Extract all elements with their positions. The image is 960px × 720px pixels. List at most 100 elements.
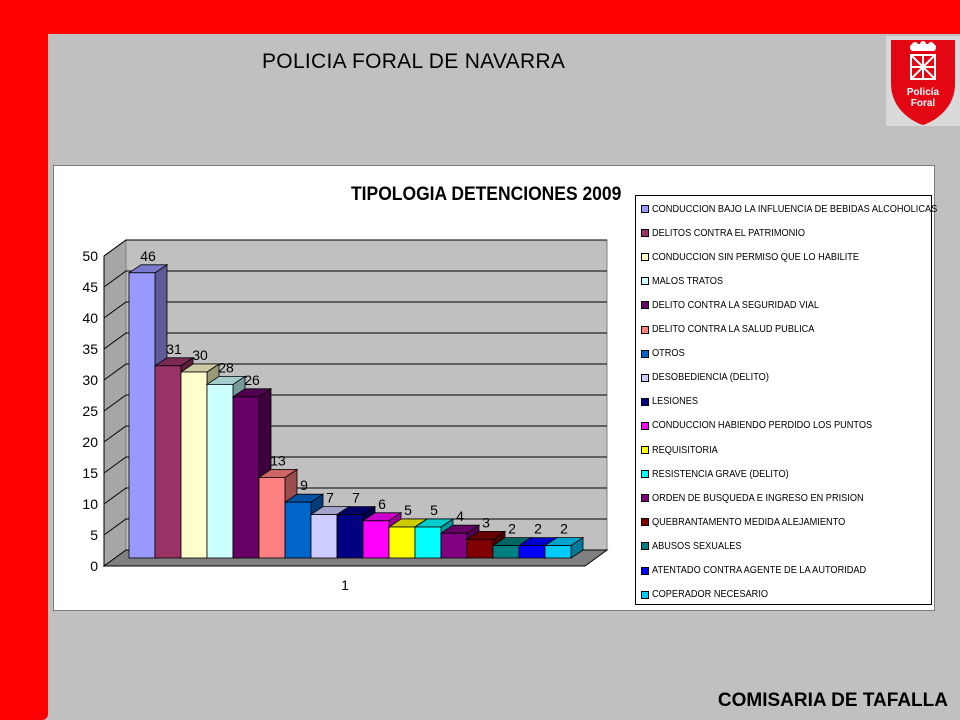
bar-front bbox=[466, 539, 494, 559]
legend-label: CONDUCCION HABIENDO PERDIDO LOS PUNTOS bbox=[652, 420, 873, 432]
legend-label: CONDUCCION SIN PERMISO QUE LO HABILITE bbox=[652, 251, 860, 263]
legend-label: ABUSOS SEXUALES bbox=[652, 540, 742, 552]
bar-value-label: 9 bbox=[300, 477, 308, 493]
legend-label: OTROS bbox=[652, 348, 685, 360]
gridline bbox=[103, 332, 607, 350]
legend-item: RESISTENCIA GRAVE (DELITO) bbox=[641, 467, 801, 481]
bar-value-label: 31 bbox=[166, 341, 182, 357]
legend-item: LESIONES bbox=[641, 395, 702, 409]
legend-item: CONDUCCION BAJO LA INFLUENCIA DE BEBIDAS… bbox=[641, 202, 960, 216]
bar-value-label: 3 bbox=[482, 514, 490, 530]
legend-swatch bbox=[641, 373, 649, 382]
bar-value-label: 5 bbox=[430, 502, 438, 518]
bar-front bbox=[258, 476, 286, 559]
policia-foral-logo: Policía Foral bbox=[886, 36, 960, 126]
bar-value-label: 28 bbox=[218, 359, 234, 375]
legend-label: REQUISITORIA bbox=[652, 444, 718, 456]
y-tick-label: 45 bbox=[82, 279, 98, 295]
y-tick-label: 20 bbox=[82, 434, 98, 450]
gridline bbox=[103, 301, 607, 319]
legend-swatch bbox=[641, 253, 649, 262]
bar-value-label: 6 bbox=[378, 496, 386, 512]
legend-item: ORDEN DE BUSQUEDA E INGRESO EN PRISION bbox=[641, 491, 882, 505]
gridline bbox=[103, 239, 607, 257]
legend-label: QUEBRANTAMENTO MEDIDA ALEJAMIENTO bbox=[652, 516, 846, 528]
y-tick-label: 50 bbox=[82, 248, 98, 264]
legend-item: DESOBEDIENCIA (DELITO) bbox=[641, 371, 779, 385]
page-title: POLICIA FORAL DE NAVARRA bbox=[262, 50, 566, 73]
bar-value-label: 46 bbox=[140, 248, 156, 264]
bar-value-label: 2 bbox=[534, 521, 542, 537]
legend-swatch bbox=[641, 421, 649, 430]
legend-swatch bbox=[641, 349, 649, 358]
bar-front bbox=[362, 520, 390, 559]
legend-item: OTROS bbox=[641, 347, 688, 361]
bar-front bbox=[336, 514, 364, 559]
footer-title: COMISARIA DE TAFALLA bbox=[717, 690, 948, 711]
y-tick-label: 5 bbox=[90, 527, 98, 543]
legend-label: DESOBEDIENCIA (DELITO) bbox=[652, 372, 769, 384]
legend-item: MALOS TRATOS bbox=[641, 274, 729, 288]
bar-front bbox=[128, 272, 156, 559]
y-tick-label: 0 bbox=[90, 558, 98, 574]
bar-front bbox=[232, 396, 260, 559]
legend-label: DELITO CONTRA LA SEGURIDAD VIAL bbox=[652, 299, 820, 311]
chart-title: TIPOLOGIA DETENCIONES 2009 bbox=[351, 184, 622, 205]
gridline bbox=[103, 270, 607, 288]
left-red-band bbox=[0, 0, 48, 720]
legend-swatch bbox=[641, 470, 649, 479]
bar-front bbox=[388, 526, 416, 559]
gridline bbox=[103, 487, 607, 505]
bar-front bbox=[414, 526, 442, 559]
legend-item: DELITO CONTRA LA SALUD PUBLICA bbox=[641, 323, 829, 337]
legend-item: ABUSOS SEXUALES bbox=[641, 539, 749, 553]
bar-front bbox=[284, 501, 312, 559]
bar-value-label: 5 bbox=[404, 502, 412, 518]
legend-label: DELITO CONTRA LA SALUD PUBLICA bbox=[652, 324, 815, 335]
bar-front bbox=[206, 383, 234, 559]
legend-item: ATENTADO CONTRA AGENTE DE LA AUTORIDAD bbox=[641, 564, 885, 578]
bar-value-label: 13 bbox=[270, 452, 286, 468]
legend-swatch bbox=[641, 494, 649, 503]
bar-value-label: 26 bbox=[244, 372, 260, 388]
legend-label: DELITOS CONTRA EL PATRIMONIO bbox=[652, 227, 806, 239]
legend-swatch bbox=[641, 542, 649, 551]
legend-item: QUEBRANTAMENTO MEDIDA ALEJAMIENTO bbox=[641, 515, 862, 529]
chart-legend: CONDUCCION BAJO LA INFLUENCIA DE BEBIDAS… bbox=[635, 195, 937, 605]
bar-front bbox=[518, 545, 546, 559]
bar-front bbox=[440, 532, 468, 559]
legend-label: ATENTADO CONTRA AGENTE DE LA AUTORIDAD bbox=[652, 565, 867, 576]
y-tick-label: 25 bbox=[82, 403, 98, 419]
legend-item: COPERADOR NECESARIO bbox=[641, 588, 778, 602]
legend-swatch bbox=[641, 566, 649, 575]
bar-front bbox=[310, 514, 338, 559]
bar-value-label: 7 bbox=[352, 490, 360, 506]
bar-front bbox=[544, 545, 572, 559]
legend-item: DELITO CONTRA LA SEGURIDAD VIAL bbox=[641, 298, 834, 312]
legend-label: RESISTENCIA GRAVE (DELITO) bbox=[652, 468, 789, 480]
legend-swatch bbox=[641, 277, 649, 286]
bar-value-label: 2 bbox=[560, 521, 568, 537]
bar-value-label: 30 bbox=[192, 347, 208, 363]
bar bbox=[543, 536, 585, 559]
gridline bbox=[103, 363, 607, 381]
y-tick-label: 40 bbox=[82, 310, 98, 326]
legend-swatch bbox=[641, 397, 649, 406]
top-red-band bbox=[0, 0, 960, 34]
legend-label: COPERADOR NECESARIO bbox=[652, 589, 769, 601]
legend-swatch bbox=[641, 301, 649, 310]
legend-swatch bbox=[641, 518, 649, 527]
legend-swatch bbox=[641, 446, 649, 454]
legend-item: REQUISITORIA bbox=[641, 443, 724, 457]
bar-value-label: 2 bbox=[508, 521, 516, 537]
legend-label: ORDEN DE BUSQUEDA E INGRESO EN PRISION bbox=[652, 492, 864, 504]
gridline bbox=[103, 425, 607, 443]
legend-label: MALOS TRATOS bbox=[652, 275, 724, 287]
y-tick-label: 10 bbox=[82, 496, 98, 512]
x-tick-label: 1 bbox=[341, 577, 349, 593]
y-tick-label: 30 bbox=[82, 372, 98, 388]
bar-front bbox=[492, 545, 520, 559]
legend-item: CONDUCCION SIN PERMISO QUE LO HABILITE bbox=[641, 250, 877, 264]
y-tick-label: 35 bbox=[82, 341, 98, 357]
